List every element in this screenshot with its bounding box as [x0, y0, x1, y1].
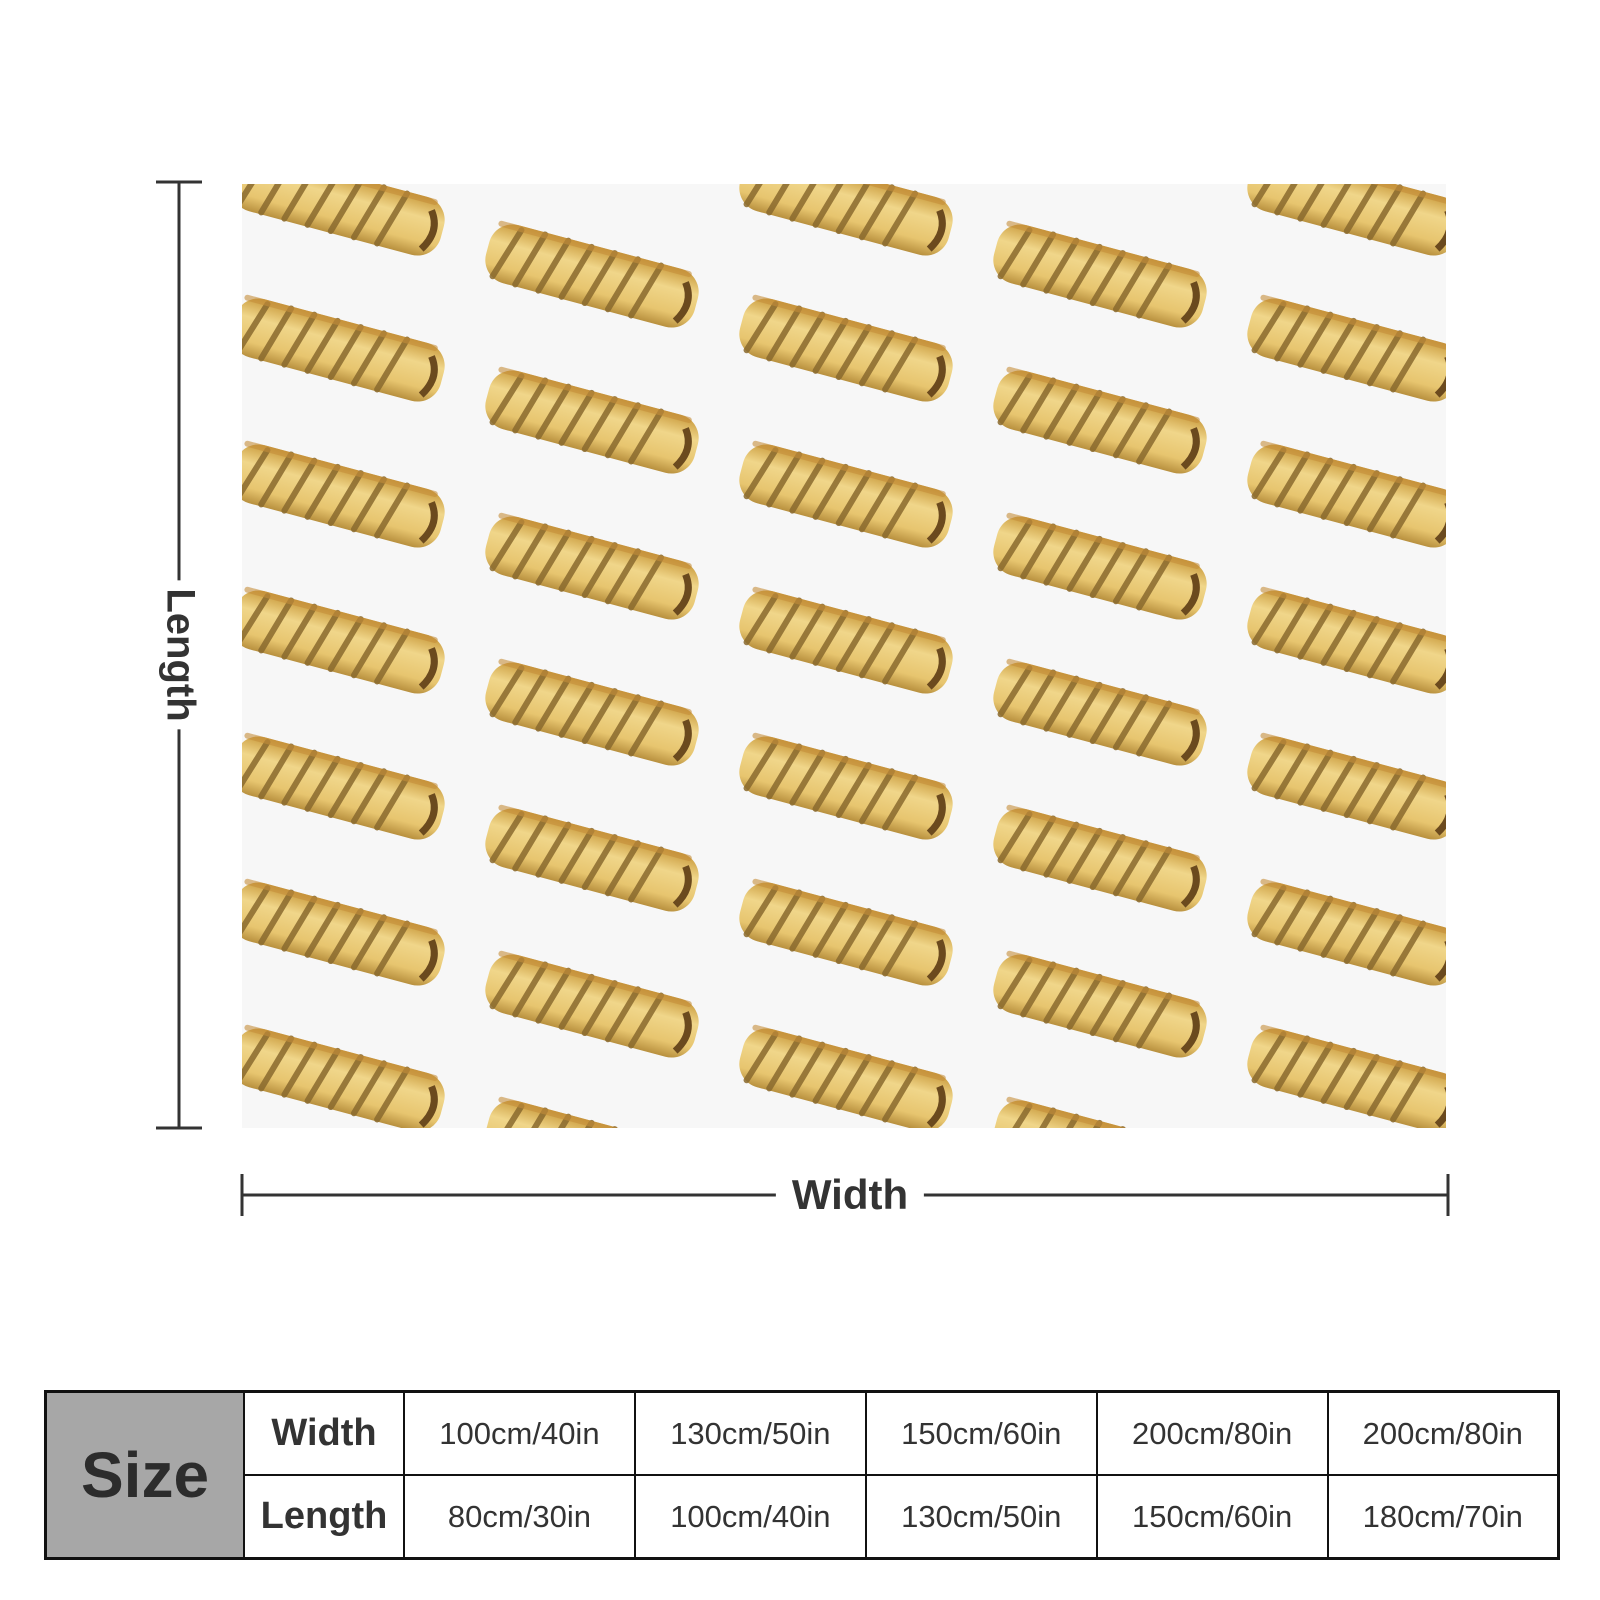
sausage-roll-image [734, 585, 958, 699]
sausage-roll-image [1242, 184, 1446, 261]
sausage-roll-image [734, 1023, 958, 1128]
sausage-roll-image [242, 585, 450, 699]
sausage-roll-image [242, 184, 450, 261]
length-value: 180cm/70in [1326, 1474, 1560, 1560]
sausage-roll-image [480, 1095, 704, 1128]
sausage-roll-image [480, 657, 704, 771]
sausage-roll-image [1242, 585, 1446, 699]
sausage-roll-image [242, 877, 450, 991]
sausage-roll-image [734, 184, 958, 261]
sausage-roll-image [480, 949, 704, 1063]
width-value: 200cm/80in [1326, 1390, 1560, 1476]
length-value: 130cm/50in [864, 1474, 1098, 1560]
sausage-roll-image [480, 511, 704, 625]
sausage-roll-image [242, 439, 450, 553]
sausage-roll-image [1242, 439, 1446, 553]
sausage-roll-image [480, 219, 704, 333]
sausage-roll-image [734, 877, 958, 991]
size-chart-table: Size Width 100cm/40in 130cm/50in 150cm/6… [44, 1390, 1560, 1560]
width-value: 150cm/60in [864, 1390, 1098, 1476]
sausage-roll-image [988, 511, 1212, 625]
sausage-roll-image [480, 365, 704, 479]
size-row-width: Size Width 100cm/40in 130cm/50in 150cm/6… [44, 1390, 1560, 1560]
sausage-roll-image [242, 293, 450, 407]
sausage-roll-image [734, 439, 958, 553]
sausage-roll-image [1242, 1023, 1446, 1128]
size-row-length: Length 80cm/30in 100cm/40in 130cm/50in 1… [46, 1474, 1560, 1560]
size-header: Size [44, 1390, 245, 1560]
sausage-roll-image [242, 1023, 450, 1128]
sausage-roll-image [242, 731, 450, 845]
width-value: 100cm/40in [403, 1390, 636, 1476]
sausage-roll-image [988, 1095, 1212, 1128]
row-label-width: Width [243, 1390, 405, 1476]
sausage-roll-image [1242, 731, 1446, 845]
sausage-roll-image [988, 657, 1212, 771]
sausage-roll-image [734, 731, 958, 845]
width-value: 200cm/80in [1095, 1390, 1329, 1476]
sausage-roll-image [988, 365, 1212, 479]
sausage-roll-image [734, 293, 958, 407]
sausage-roll-image [988, 949, 1212, 1063]
sausage-roll-image [988, 219, 1212, 333]
sausage-roll-image [988, 803, 1212, 917]
width-label: Width [775, 1171, 925, 1219]
width-value: 130cm/50in [633, 1390, 867, 1476]
sausage-roll-image [1242, 877, 1446, 991]
length-value: 80cm/30in [403, 1474, 636, 1560]
blanket-preview [242, 184, 1446, 1128]
length-value: 150cm/60in [1095, 1474, 1329, 1560]
sausage-roll-pattern [242, 184, 1446, 1128]
length-label-text: Length [157, 580, 203, 730]
row-label-length: Length [243, 1474, 405, 1560]
sausage-roll-image [1242, 293, 1446, 407]
length-value: 100cm/40in [633, 1474, 867, 1560]
sausage-roll-image [480, 803, 704, 917]
